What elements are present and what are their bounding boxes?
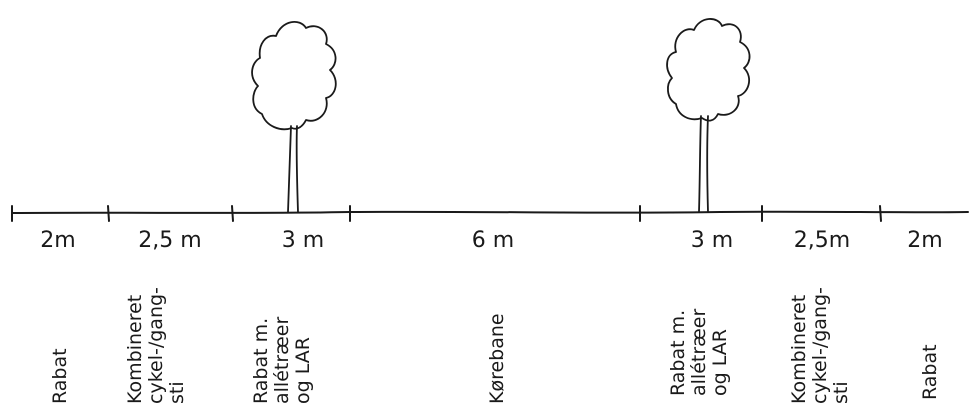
zone-name-carriageway: Kørebane	[486, 313, 508, 404]
zone-names: Rabat Kombineret cykel-/gang- sti Rabat …	[49, 287, 941, 404]
zone-name-line: Kombineret	[788, 295, 810, 404]
zone-divider	[231, 205, 234, 222]
tree-trunk	[287, 125, 299, 213]
tree-trunk	[698, 115, 709, 213]
width-label: 3 m	[691, 228, 733, 253]
zone-name-combined-path-left: Kombineret cykel-/gang- sti	[124, 287, 188, 404]
tree-icon	[251, 21, 337, 213]
zone-name-line: allétræer	[271, 317, 293, 404]
zone-name-rabat-right: Rabat	[919, 344, 941, 400]
zone-name-line: cykel-/gang-	[145, 287, 167, 404]
width-labels: 2m 2,5 m 3 m 6 m 3 m 2,5m 2m	[40, 228, 942, 253]
width-label: 6 m	[472, 228, 514, 253]
tree-crown	[666, 18, 751, 122]
tree-icon	[666, 18, 751, 213]
section-baseline	[11, 210, 969, 214]
zone-name-combined-path-right: Kombineret cykel-/gang- sti	[788, 287, 852, 404]
width-label: 2m	[40, 228, 75, 253]
zone-name-line: Rabat m.	[667, 310, 689, 396]
zone-name-line: Kombineret	[124, 295, 146, 404]
zone-name-line: sti	[166, 381, 188, 404]
zone-name-line: cykel-/gang-	[809, 287, 831, 404]
zone-name-line: og LAR	[292, 337, 314, 404]
zone-name-tree-verge-right: Rabat m. allétræer og LAR	[667, 309, 731, 396]
zone-dividers	[11, 205, 882, 222]
zone-name-line: sti	[830, 381, 852, 404]
width-label: 2,5m	[794, 228, 850, 253]
width-label: 2,5 m	[138, 228, 201, 253]
zone-name-line: allétræer	[688, 309, 710, 396]
width-label: 3 m	[282, 228, 324, 253]
zone-name-rabat-left: Rabat	[49, 348, 71, 404]
zone-name-tree-verge-left: Rabat m. allétræer og LAR	[250, 317, 314, 404]
zone-divider	[107, 205, 110, 222]
zone-name-line: og LAR	[709, 329, 731, 396]
zone-name-line: Rabat m.	[250, 318, 272, 404]
tree-crown	[251, 21, 337, 131]
zone-divider	[879, 205, 882, 222]
width-label: 2m	[907, 228, 942, 253]
